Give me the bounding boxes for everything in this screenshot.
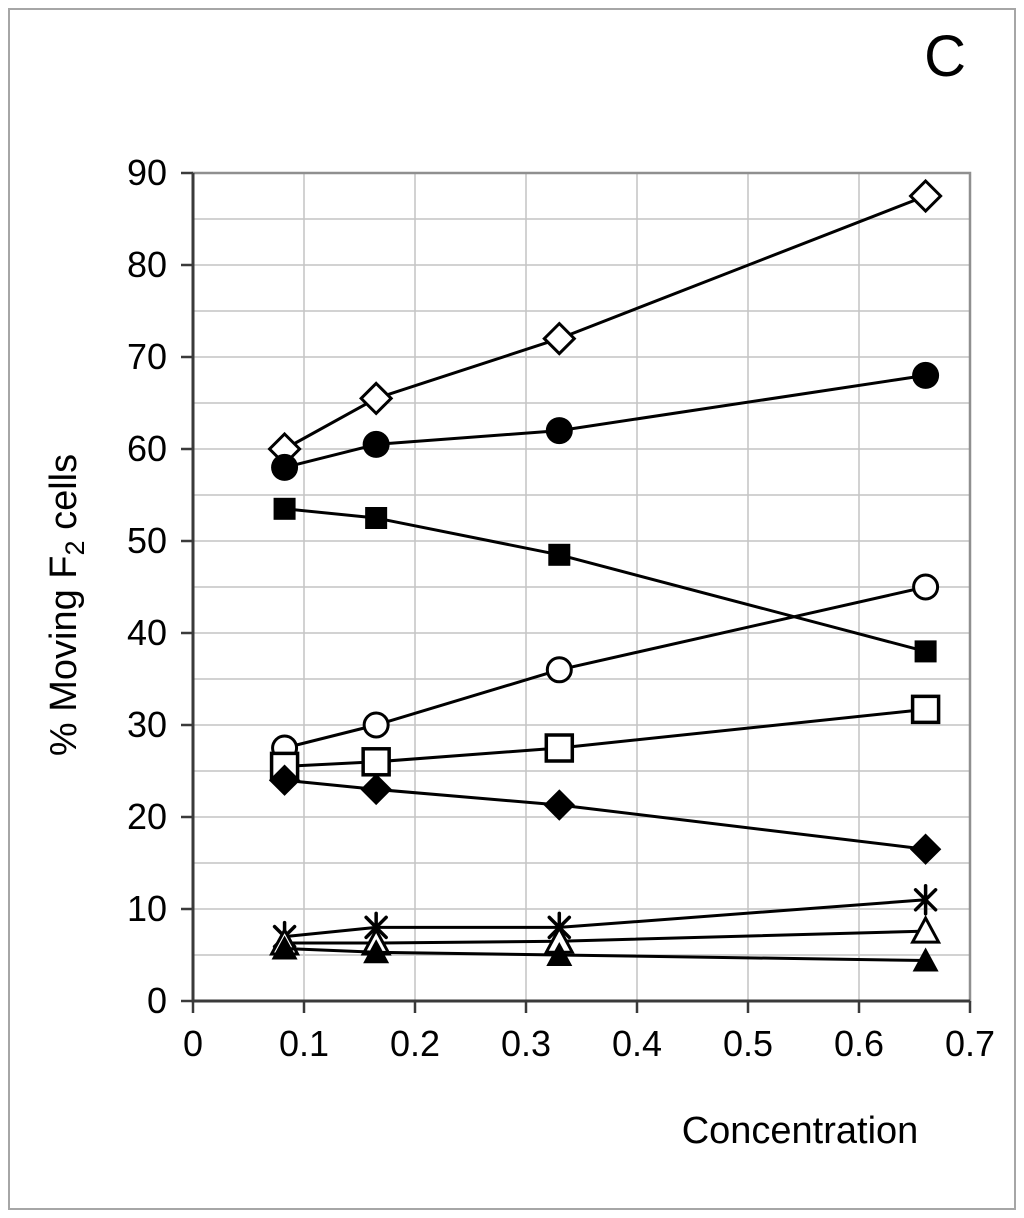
data-point-marker: [542, 321, 577, 356]
y-tick-label: 60: [127, 428, 167, 469]
x-tick-label: 0.7: [945, 1023, 995, 1064]
data-point-marker: [362, 711, 390, 739]
data-point-marker: [271, 935, 298, 960]
data-point-marker: [909, 833, 942, 865]
y-tick-label: 90: [127, 152, 167, 193]
series-filled-square: [273, 497, 937, 663]
y-tick-label: 80: [127, 244, 167, 285]
series-line: [284, 947, 926, 963]
series-open-diamond: [267, 178, 943, 467]
y-tick-label: 30: [127, 704, 167, 745]
data-point-marker: [912, 361, 940, 389]
series-filled-diamond: [268, 764, 942, 865]
data-point-marker: [912, 947, 939, 972]
data-point-marker: [361, 747, 391, 777]
series-filled-circle: [271, 361, 940, 481]
y-tick-label: 10: [127, 888, 167, 929]
y-tick-label: 0: [147, 980, 167, 1021]
data-point-marker: [545, 417, 573, 445]
y-tick-label: 70: [127, 336, 167, 377]
data-point-marker: [273, 497, 296, 520]
series-line: [284, 707, 926, 768]
data-point-marker: [910, 694, 941, 725]
series-line: [284, 929, 926, 945]
x-tick-label: 0.6: [834, 1023, 884, 1064]
data-point-marker: [359, 381, 394, 416]
data-point-marker: [363, 939, 390, 964]
series-line: [283, 194, 927, 451]
data-point-marker: [544, 733, 575, 763]
series-filled-triangle: [271, 935, 939, 972]
y-tick-label: 50: [127, 520, 167, 561]
data-point-marker: [912, 573, 940, 601]
data-point-marker: [910, 914, 942, 944]
data-point-marker: [548, 543, 571, 566]
series-open-square: [269, 694, 941, 782]
data-point-marker: [360, 773, 392, 806]
y-tick-label: 40: [127, 612, 167, 653]
x-tick-label: 0.1: [279, 1023, 329, 1064]
data-point-marker: [913, 884, 938, 916]
panel-letter: C: [924, 24, 966, 89]
series-line: [284, 778, 926, 851]
data-point-marker: [271, 453, 299, 481]
data-point-marker: [365, 507, 388, 529]
data-point-marker: [362, 430, 390, 458]
series-line: [284, 373, 926, 469]
x-tick-label: 0.3: [501, 1023, 551, 1064]
x-axis-title: Concentration: [682, 1110, 919, 1152]
y-axis: 0 10 20 30 40 50 60 70 80 90: [127, 152, 193, 1021]
data-point-marker: [914, 640, 937, 663]
x-axis: 0 0.1 0.2 0.3 0.4 0.5 0.6 0.7: [183, 1001, 995, 1064]
y-axis-title: % Moving F2 cells: [43, 454, 90, 756]
series-open-circle: [271, 573, 940, 762]
data-point-marker: [268, 764, 301, 796]
data-point-marker: [908, 178, 943, 214]
data-point-marker: [545, 656, 573, 684]
y-tick-label: 20: [127, 796, 167, 837]
series-line: [284, 898, 926, 939]
series-line: [284, 585, 926, 750]
data-point-marker: [546, 942, 573, 966]
series-line: [284, 507, 926, 653]
gridlines: [193, 172, 971, 1001]
x-tick-label: 0.4: [612, 1023, 662, 1064]
data-point-marker: [543, 789, 576, 821]
x-tick-label: 0.5: [723, 1023, 773, 1064]
x-tick-label: 0.2: [390, 1023, 440, 1064]
x-tick-label: 0: [183, 1023, 203, 1064]
